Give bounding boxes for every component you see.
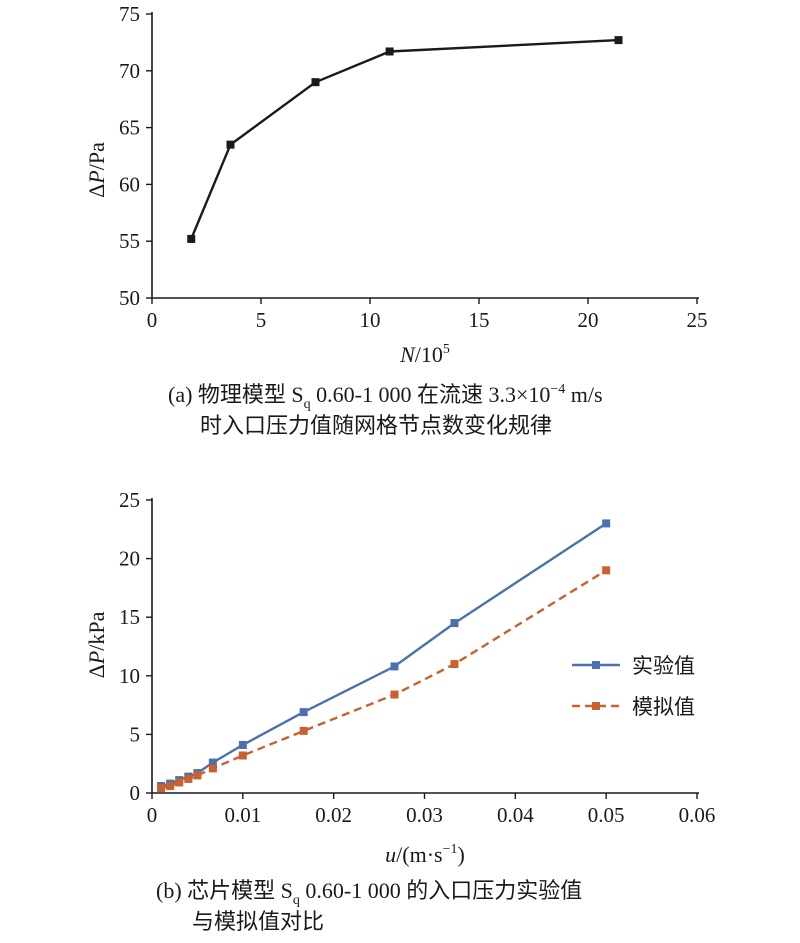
x-tick-label: 25 <box>687 308 708 332</box>
chart-b-series <box>157 519 611 793</box>
x-tick-label: 0.05 <box>588 803 625 827</box>
x-tick-label: 0.02 <box>315 803 352 827</box>
y-tick-label: 5 <box>130 722 141 746</box>
y-tick-label: 20 <box>119 547 140 571</box>
series-1-point <box>238 751 247 760</box>
series-0-point <box>390 662 399 671</box>
y-tick-label: 55 <box>119 229 140 253</box>
chart-a-axes <box>146 12 699 304</box>
y-tick-label: 0 <box>130 781 141 805</box>
series-1-point <box>175 778 184 787</box>
series-1-point <box>157 784 166 793</box>
x-tick-label: 0 <box>147 803 158 827</box>
series-1-line <box>160 569 607 790</box>
chart-b-axes <box>146 498 699 799</box>
y-tick-label: 25 <box>119 488 140 512</box>
chart-a-tick-labels: 0 5 10 15 20 25 50 55 60 65 70 75 <box>119 2 708 332</box>
series-1-point <box>602 566 611 575</box>
series-0-point <box>299 708 308 717</box>
series-1-point <box>390 690 399 699</box>
series-0-line <box>190 38 619 240</box>
series-0-line <box>160 522 607 788</box>
chart-a-series <box>187 36 623 243</box>
y-tick-label: 50 <box>119 286 140 310</box>
x-tick-label: 5 <box>256 308 267 332</box>
series-0-point <box>311 78 320 87</box>
x-tick-label: 0.04 <box>497 803 534 827</box>
series-0-point <box>614 36 623 45</box>
series-1-point <box>450 660 459 669</box>
x-tick-label: 20 <box>578 308 599 332</box>
series-1-point <box>299 726 308 735</box>
x-tick-label: 0.06 <box>679 803 716 827</box>
series-0-point <box>187 234 196 243</box>
series-1-point <box>208 764 217 773</box>
series-1-point <box>193 771 202 780</box>
y-tick-label: 70 <box>119 59 140 83</box>
series-0-point <box>208 758 217 767</box>
series-0-point <box>385 47 394 56</box>
x-tick-label: 0.01 <box>224 803 261 827</box>
chart-b-y-axis-label: ΔP/kPa <box>84 611 109 678</box>
y-tick-label: 65 <box>119 116 140 140</box>
y-tick-label: 10 <box>119 664 140 688</box>
series-0-point <box>226 140 235 149</box>
x-tick-label: 0.03 <box>406 803 443 827</box>
series-1-point <box>166 781 175 790</box>
x-tick-label: 15 <box>469 308 490 332</box>
series-0-point <box>450 619 459 628</box>
y-tick-label: 15 <box>119 605 140 629</box>
chart-b-legend: 实验值 模拟值 <box>572 654 695 719</box>
legend-marker-simulated <box>592 702 600 710</box>
chart-b-caption-line2: 与模拟值对比 <box>192 909 324 934</box>
chart-a-y-axis-label: ΔP/Pa <box>84 142 109 198</box>
chart-b-x-axis-label: u/(m·s−1) <box>385 842 465 867</box>
legend-marker-experimental <box>592 661 600 669</box>
y-tick-label: 75 <box>119 2 140 26</box>
chart-b-tick-labels: 0 0.01 0.02 0.03 0.04 0.05 0.06 0 5 10 15 20 25 <box>119 488 715 827</box>
chart-a-caption-line1: (a) 物理模型 Sq 0.60-1 000 在流速 3.3×10−4 m/s <box>168 382 603 412</box>
chart-b: 0 0.01 0.02 0.03 0.04 0.05 0.06 0 5 10 15 20 25 实验值 … <box>84 488 715 934</box>
series-1-point <box>184 774 193 783</box>
series-0-point <box>238 740 247 749</box>
chart-b-caption-line1: (b) 芯片模型 Sq 0.60-1 000 的入口压力实验值 <box>156 878 582 908</box>
chart-a: 0 5 10 15 20 25 50 55 60 65 70 75 N/105 ΔP/Pa (a) 物… <box>84 2 708 438</box>
x-tick-label: 0 <box>147 308 158 332</box>
y-tick-label: 60 <box>119 172 140 196</box>
chart-a-x-axis-label: N/105 <box>399 342 450 367</box>
x-tick-label: 10 <box>360 308 381 332</box>
legend-label-simulated: 模拟值 <box>632 695 695 719</box>
legend-label-experimental: 实验值 <box>632 654 695 678</box>
series-0-point <box>602 519 611 528</box>
chart-a-caption-line2: 时入口压力值随网格节点数变化规律 <box>200 413 552 438</box>
